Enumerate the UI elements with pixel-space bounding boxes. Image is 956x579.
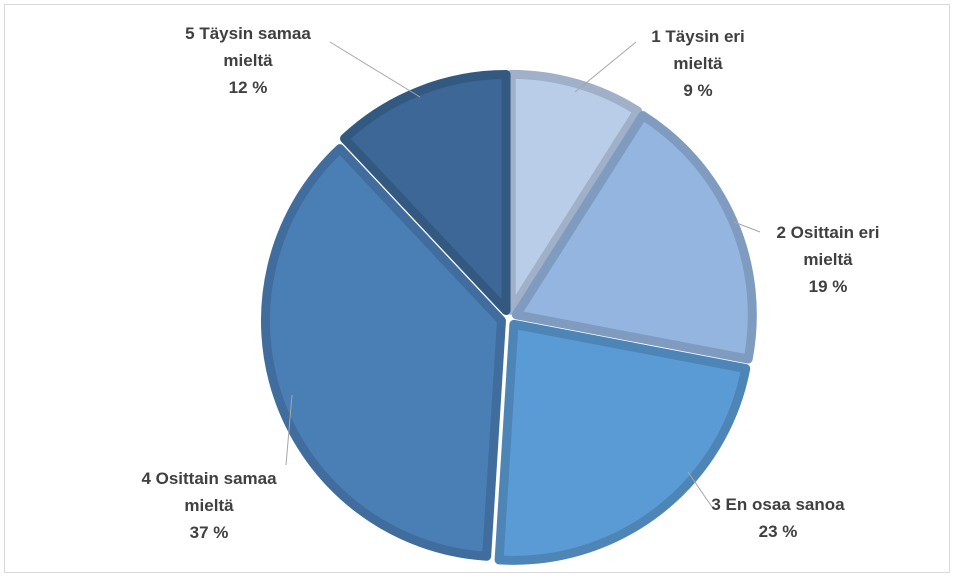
slice-value-label-3: 23 % xyxy=(759,522,798,541)
slice-value-label-1: 9 % xyxy=(683,81,712,100)
pie-slice-5 xyxy=(340,70,511,316)
slice-category-label-4: 4 Osittain samaa xyxy=(141,469,277,488)
leader-line-2 xyxy=(733,221,761,233)
pie-slice-2 xyxy=(511,111,757,364)
pie-slice-1 xyxy=(506,69,643,315)
slice-value-label-4: 37 % xyxy=(190,523,229,542)
slice-category-label-2: mieltä xyxy=(803,250,853,269)
data-labels: 1 Täysin eri mieltä 9 % 2 Osittain eri mielt… xyxy=(141,24,879,542)
slice-category-label-2: 2 Osittain eri xyxy=(777,223,880,242)
slice-value-label-2: 19 % xyxy=(809,277,848,296)
leader-lines xyxy=(285,41,761,508)
leader-line-5 xyxy=(329,41,421,98)
slice-category-label-5: 5 Täysin samaa xyxy=(185,24,311,43)
slice-category-label-5: mieltä xyxy=(223,51,273,70)
pie-slice-3 xyxy=(494,319,751,565)
pie-slice-4 xyxy=(260,144,506,561)
slice-category-label-1: 1 Täysin eri xyxy=(651,27,745,46)
leader-line-4 xyxy=(285,394,293,466)
pie-slices xyxy=(260,69,757,565)
slice-value-label-5: 12 % xyxy=(229,78,268,97)
slice-category-label-1: mieltä xyxy=(673,54,723,73)
slice-category-label-3: 3 En osaa sanoa xyxy=(711,495,845,514)
leader-line-1 xyxy=(574,41,637,93)
slice-category-label-4: mieltä xyxy=(184,496,234,515)
leader-line-3 xyxy=(687,471,713,508)
